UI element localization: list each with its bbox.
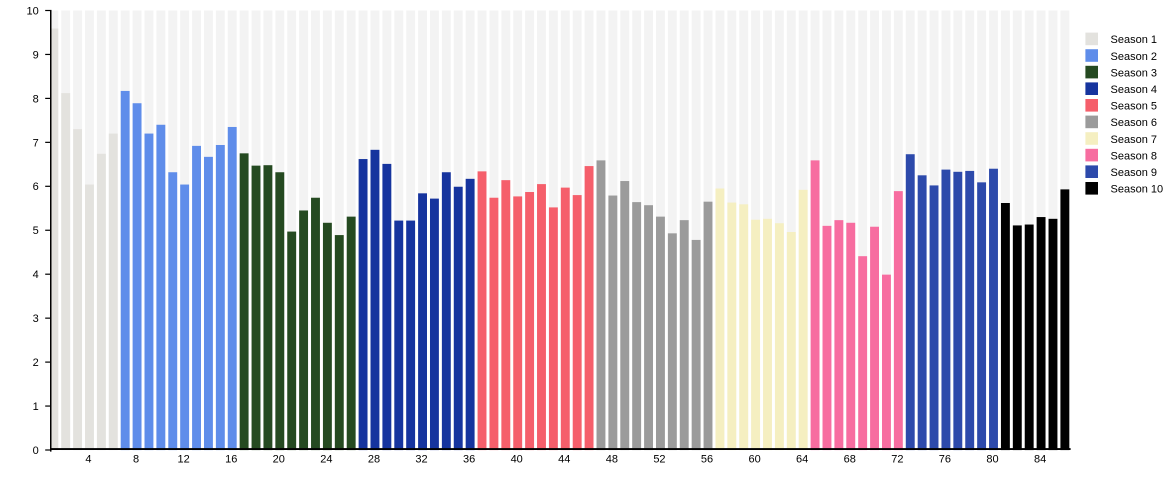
svg-text:3: 3: [33, 313, 39, 325]
svg-text:12: 12: [178, 453, 190, 465]
svg-text:Season 1: Season 1: [1111, 34, 1157, 46]
svg-text:44: 44: [558, 453, 570, 465]
svg-text:76: 76: [939, 453, 951, 465]
svg-text:40: 40: [511, 453, 523, 465]
svg-text:68: 68: [844, 453, 856, 465]
svg-text:36: 36: [463, 453, 475, 465]
svg-text:0: 0: [33, 445, 39, 457]
svg-text:7: 7: [33, 137, 39, 149]
svg-text:16: 16: [225, 453, 237, 465]
svg-text:Season 4: Season 4: [1111, 84, 1157, 96]
svg-text:9: 9: [33, 49, 39, 61]
svg-text:6: 6: [33, 181, 39, 193]
svg-text:8: 8: [133, 453, 139, 465]
svg-text:8: 8: [33, 93, 39, 105]
svg-text:1: 1: [33, 401, 39, 413]
svg-text:2: 2: [33, 357, 39, 369]
svg-text:10: 10: [27, 5, 39, 17]
svg-text:64: 64: [796, 453, 808, 465]
svg-text:28: 28: [368, 453, 380, 465]
svg-text:Season 2: Season 2: [1111, 51, 1157, 63]
svg-text:4: 4: [33, 269, 39, 281]
svg-text:Season 5: Season 5: [1111, 101, 1157, 113]
svg-text:52: 52: [653, 453, 665, 465]
svg-text:48: 48: [606, 453, 618, 465]
svg-text:Season 6: Season 6: [1111, 117, 1157, 129]
svg-text:Season 9: Season 9: [1111, 167, 1157, 179]
svg-text:Season 8: Season 8: [1111, 150, 1157, 162]
svg-text:Season 7: Season 7: [1111, 134, 1157, 146]
svg-text:20: 20: [273, 453, 285, 465]
svg-text:4: 4: [85, 453, 91, 465]
svg-text:60: 60: [748, 453, 760, 465]
svg-text:56: 56: [701, 453, 713, 465]
svg-text:5: 5: [33, 225, 39, 237]
svg-text:32: 32: [415, 453, 427, 465]
svg-text:24: 24: [320, 453, 332, 465]
svg-text:72: 72: [891, 453, 903, 465]
svg-text:84: 84: [1034, 453, 1046, 465]
svg-text:Season 10: Season 10: [1111, 184, 1164, 196]
svg-text:80: 80: [986, 453, 998, 465]
svg-text:Season 3: Season 3: [1111, 67, 1157, 79]
